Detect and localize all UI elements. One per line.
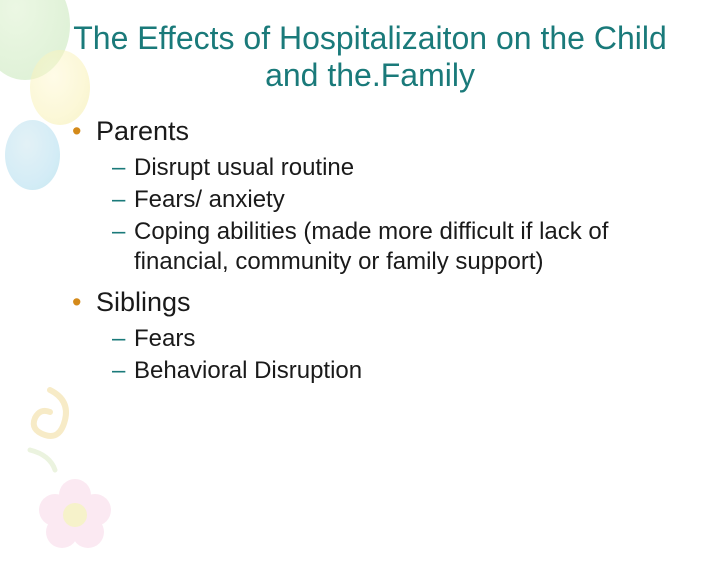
list-item-label: Siblings	[96, 287, 191, 317]
decoration-flower	[30, 470, 120, 560]
list-subitem: Disrupt usual routine	[112, 153, 680, 183]
bullet-list-level2: Fears Behavioral Disruption	[112, 324, 680, 386]
list-item: Parents Disrupt usual routine Fears/ anx…	[72, 116, 680, 277]
slide-title: The Effects of Hospitalizaiton on the Ch…	[60, 20, 680, 94]
bullet-list-level2: Disrupt usual routine Fears/ anxiety Cop…	[112, 153, 680, 277]
list-subitem: Behavioral Disruption	[112, 356, 680, 386]
list-item: Siblings Fears Behavioral Disruption	[72, 287, 680, 386]
list-subitem: Coping abilities (made more difficult if…	[112, 217, 680, 277]
slide-content: The Effects of Hospitalizaiton on the Ch…	[0, 0, 720, 416]
list-subitem: Fears/ anxiety	[112, 185, 680, 215]
list-item-label: Parents	[96, 116, 189, 146]
list-subitem: Fears	[112, 324, 680, 354]
bullet-list-level1: Parents Disrupt usual routine Fears/ anx…	[72, 116, 680, 386]
